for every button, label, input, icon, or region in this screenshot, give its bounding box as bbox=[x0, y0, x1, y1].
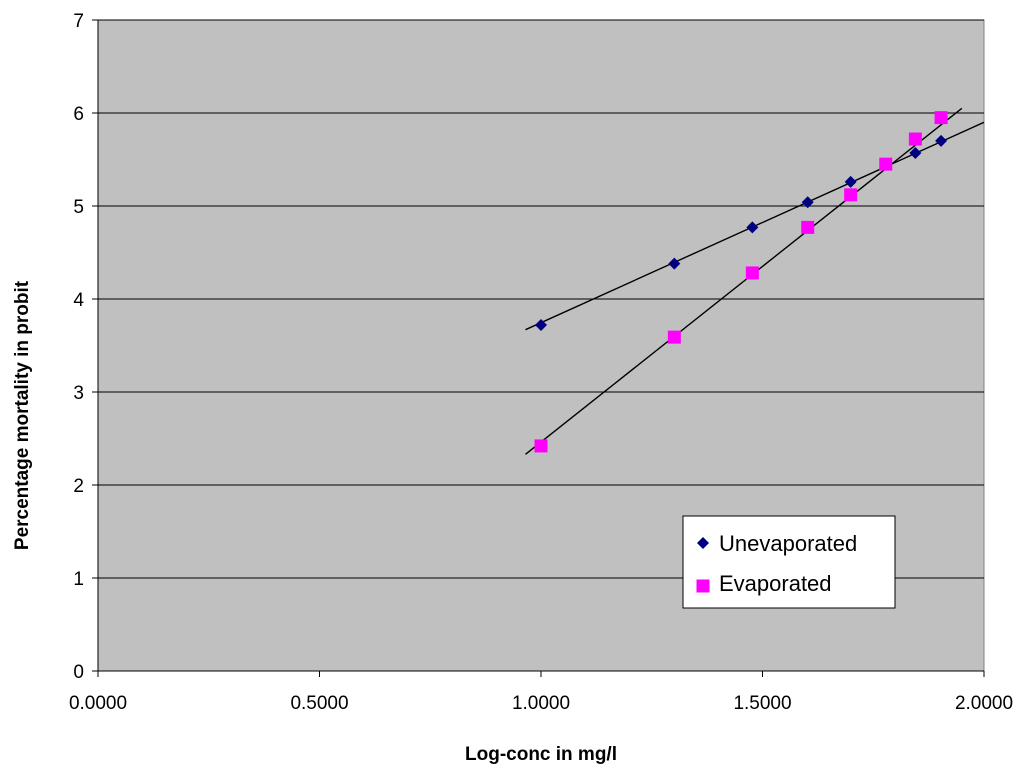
point-unevaporated bbox=[668, 257, 681, 270]
y-axis-ticks: 0 1 2 3 4 5 6 7 bbox=[73, 11, 98, 683]
point-evaporated bbox=[934, 111, 948, 125]
x-tick-label: 2.0000 bbox=[955, 693, 1013, 714]
legend-marker-evaporated bbox=[696, 579, 710, 593]
point-unevaporated bbox=[801, 196, 814, 209]
y-tick-label: 0 bbox=[73, 662, 84, 683]
legend-box bbox=[682, 515, 896, 609]
y-tick-label: 2 bbox=[73, 476, 84, 497]
legend-marker-unevaporated bbox=[697, 537, 709, 549]
point-unevaporated bbox=[844, 175, 857, 188]
legend-label-evaporated: Evaporated bbox=[719, 571, 832, 596]
point-unevaporated bbox=[909, 146, 922, 159]
point-unevaporated bbox=[535, 319, 547, 332]
point-evaporated bbox=[801, 220, 815, 234]
point-unevaporated bbox=[935, 134, 948, 147]
x-axis-title: Log-conc in mg/l bbox=[465, 744, 617, 765]
y-tick-label: 5 bbox=[73, 197, 84, 218]
x-tick-label: 0.0000 bbox=[69, 693, 127, 714]
x-tick-label: 0.5000 bbox=[290, 693, 348, 714]
legend-label-unevaporated: Unevaporated bbox=[719, 531, 857, 556]
y-tick-label: 6 bbox=[73, 104, 84, 125]
point-evaporated bbox=[879, 157, 893, 171]
x-axis-ticks: 0.0000 0.5000 1.0000 1.5000 2.0000 bbox=[69, 671, 1013, 714]
legend: Unevaporated Evaporated bbox=[682, 515, 896, 609]
y-tick-label: 4 bbox=[73, 290, 84, 311]
gridlines bbox=[98, 19, 984, 579]
y-tick-label: 1 bbox=[73, 569, 84, 590]
point-evaporated bbox=[534, 439, 548, 453]
y-tick-label: 7 bbox=[73, 11, 84, 32]
point-evaporated bbox=[844, 188, 858, 202]
point-evaporated bbox=[908, 132, 922, 146]
x-tick-label: 1.0000 bbox=[512, 693, 570, 714]
point-unevaporated bbox=[746, 221, 759, 234]
data-points bbox=[534, 111, 948, 453]
point-evaporated bbox=[745, 266, 759, 280]
y-axis-title: Percentage mortality in probit bbox=[12, 280, 33, 550]
y-tick-label: 3 bbox=[73, 383, 84, 404]
x-tick-label: 1.5000 bbox=[733, 693, 791, 714]
point-evaporated bbox=[667, 330, 681, 344]
